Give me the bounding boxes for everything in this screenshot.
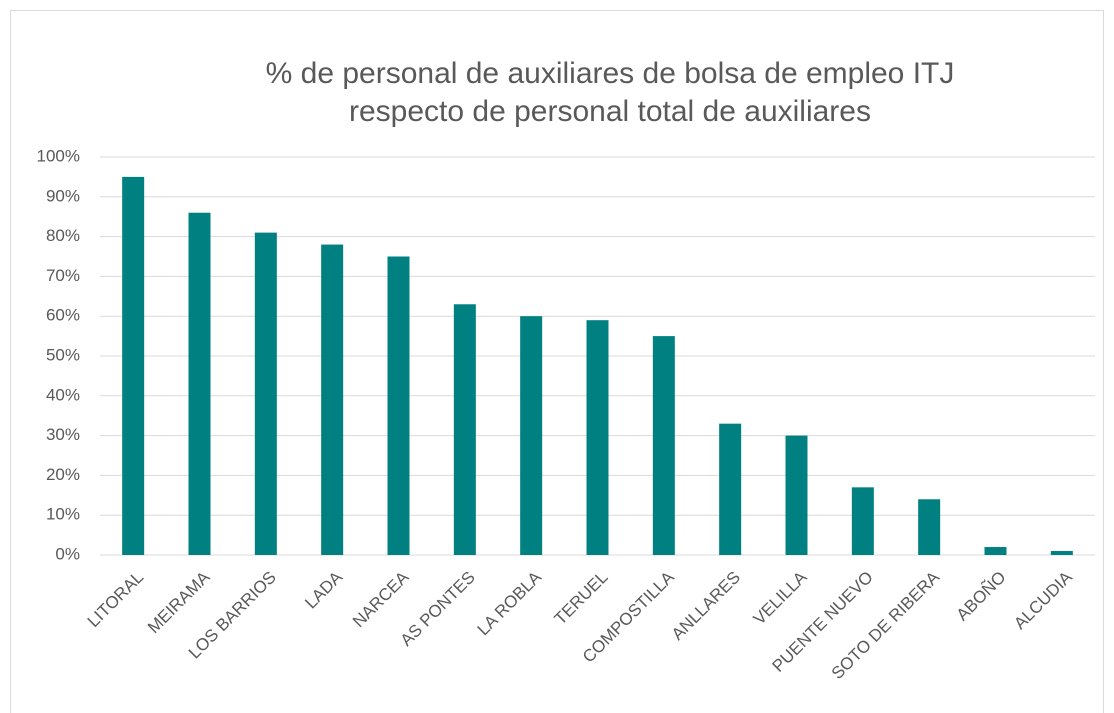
bar	[453, 304, 476, 555]
bar	[652, 336, 675, 555]
y-tick-label: 90%	[46, 186, 80, 205]
chart-title: % de personal de auxiliares de bolsa de …	[266, 57, 955, 90]
bar	[984, 547, 1007, 555]
bar	[1050, 551, 1073, 555]
y-tick-label: 20%	[46, 465, 80, 484]
bar	[520, 316, 543, 555]
bar	[387, 256, 410, 555]
chart-title: respecto de personal total de auxiliares	[349, 95, 871, 128]
y-tick-label: 60%	[46, 306, 80, 325]
bar	[321, 244, 344, 555]
y-tick-label: 40%	[46, 385, 80, 404]
y-tick-label: 50%	[46, 345, 80, 364]
y-tick-label: 80%	[46, 226, 80, 245]
bar	[851, 487, 874, 555]
bar	[122, 176, 145, 555]
bar	[918, 499, 941, 555]
y-tick-label: 100%	[37, 146, 80, 165]
y-tick-label: 30%	[46, 425, 80, 444]
bar	[254, 232, 277, 555]
y-tick-label: 70%	[46, 266, 80, 285]
bar	[785, 435, 808, 555]
bar	[719, 423, 742, 555]
bar	[586, 320, 609, 555]
y-tick-label: 0%	[55, 544, 80, 563]
y-tick-label: 10%	[46, 505, 80, 524]
bar	[188, 212, 211, 555]
